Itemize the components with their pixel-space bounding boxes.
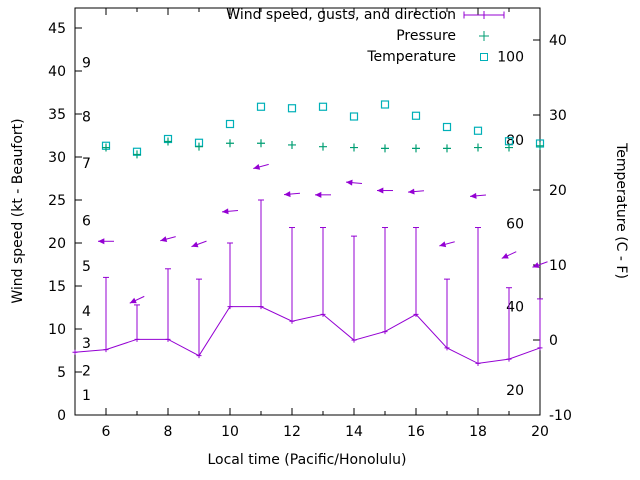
beaufort-label: 6 <box>82 214 91 230</box>
beaufort-label: 5 <box>82 259 91 275</box>
pressure-point <box>102 143 110 152</box>
kt-tick-label: 15 <box>48 279 66 295</box>
temperature-point <box>318 102 328 111</box>
temperature-point <box>287 104 297 113</box>
pressure-point <box>133 150 141 159</box>
pressure-point <box>350 143 358 152</box>
kt-tick-label: 0 <box>57 408 66 424</box>
wind-direction-arrowhead <box>501 253 509 259</box>
legend: Wind speed, gusts, and direction Pressur… <box>226 4 506 67</box>
temperature-point <box>225 119 235 129</box>
kt-tick-label: 20 <box>48 236 66 252</box>
legend-label-pressure: Pressure <box>396 27 456 44</box>
pressure-point <box>257 139 265 148</box>
kt-tick-label: 25 <box>48 193 66 209</box>
wind-linespoints-icon <box>463 10 505 19</box>
wind-direction-arrowhead <box>377 187 384 194</box>
wind-direction-arrowhead <box>222 208 229 215</box>
wind-speed-point <box>72 349 78 355</box>
temperature-point <box>473 126 483 135</box>
wind-speed-line <box>74 306 541 364</box>
temperature-square-icon <box>480 52 488 61</box>
pressure-point <box>474 143 482 152</box>
wind-direction-arrowhead <box>408 188 415 195</box>
beaufort-label: 2 <box>82 363 91 379</box>
pressure-point <box>288 140 296 149</box>
celsius-tick-label: 10 <box>549 258 567 274</box>
fahrenheit-label: 60 <box>506 216 524 232</box>
pressure-point <box>505 143 513 152</box>
beaufort-label: 9 <box>82 55 91 71</box>
pressure-plus-icon <box>479 30 489 41</box>
fahrenheit-label: 40 <box>506 300 524 316</box>
pressure-point <box>443 144 451 153</box>
wind-direction-arrowhead <box>160 236 168 243</box>
x-tick-label: 10 <box>221 424 239 440</box>
left-axis-title: Wind speed (kt - Beaufort) <box>10 118 26 304</box>
kt-tick-label: 35 <box>48 107 66 123</box>
x-axis-ticks: 6 8 10 12 14 16 18 20 <box>102 8 549 440</box>
x-tick-label: 8 <box>164 424 173 440</box>
celsius-tick-label: 40 <box>549 33 567 49</box>
beaufort-label: 1 <box>82 388 91 404</box>
fahrenheit-label: 100 <box>497 50 524 66</box>
legend-row-wind: Wind speed, gusts, and direction <box>226 4 506 25</box>
fahrenheit-label: 20 <box>506 383 524 399</box>
x-tick-label: 14 <box>345 424 363 440</box>
pressure-point <box>536 141 544 150</box>
plot-border <box>74 7 541 416</box>
wind-direction-arrowhead <box>346 179 353 186</box>
kt-tick-label: 40 <box>48 64 66 80</box>
beaufort-label: 3 <box>82 336 91 352</box>
legend-label-temperature: Temperature <box>367 48 456 65</box>
celsius-tick-label: 20 <box>549 183 567 199</box>
pressure-point <box>319 142 327 151</box>
wind-direction-arrowhead <box>98 238 105 245</box>
beaufort-label: 7 <box>82 156 91 172</box>
temperature-point <box>442 122 452 132</box>
wind-direction-arrowhead <box>191 241 199 248</box>
wind-series <box>72 163 548 366</box>
kt-tick-label: 45 <box>48 21 66 37</box>
legend-row-pressure: Pressure <box>226 25 506 46</box>
celsius-tick-label: 0 <box>549 333 558 349</box>
x-tick-label: 12 <box>283 424 301 440</box>
pressure-point <box>164 137 172 146</box>
temperature-point <box>349 112 359 121</box>
celsius-tick-label: -10 <box>549 408 572 424</box>
temperature-point <box>256 102 266 111</box>
wind-direction-arrowhead <box>284 191 291 198</box>
celsius-tick-label: 30 <box>549 108 567 124</box>
kt-tick-label: 30 <box>48 150 66 166</box>
x-tick-label: 18 <box>469 424 487 440</box>
pressure-point <box>412 144 420 153</box>
beaufort-label: 4 <box>82 304 91 320</box>
temperature-point <box>411 111 421 120</box>
pressure-series <box>102 137 544 159</box>
x-tick-label: 6 <box>102 424 111 440</box>
x-axis-title: Local time (Pacific/Honolulu) <box>207 452 407 468</box>
wind-direction-arrowhead <box>129 297 137 304</box>
wind-direction-arrowhead <box>439 241 447 248</box>
wind-direction-arrowhead <box>253 164 261 170</box>
pressure-point <box>381 144 389 153</box>
kt-tick-label: 5 <box>57 365 66 381</box>
legend-row-temperature: Temperature <box>226 46 506 67</box>
pressure-point <box>195 142 203 151</box>
x-tick-label: 16 <box>407 424 425 440</box>
wind-direction-arrowhead <box>532 262 540 268</box>
kt-tick-label: 10 <box>48 322 66 338</box>
wind-direction-arrowhead <box>470 192 477 199</box>
beaufort-label: 8 <box>82 110 91 126</box>
wind-direction-arrowhead <box>315 191 322 198</box>
pressure-point <box>226 139 234 148</box>
legend-label-wind: Wind speed, gusts, and direction <box>226 6 456 23</box>
temperature-point <box>380 100 390 109</box>
x-tick-label: 20 <box>531 424 549 440</box>
right-axis-title: Temperature (C - F) <box>613 143 629 279</box>
